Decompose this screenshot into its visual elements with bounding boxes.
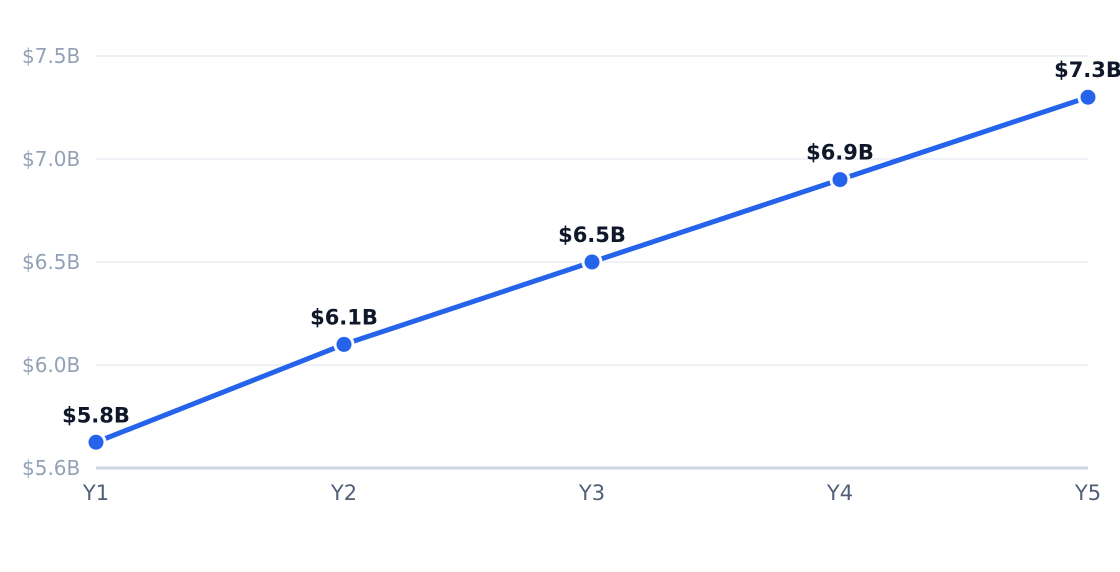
data-point[interactable] (85, 431, 107, 453)
x-axis: Y1 Y2 Y3 Y4 Y5 (82, 481, 1101, 505)
y-tick-label: $6.5B (22, 250, 80, 274)
data-point[interactable] (333, 333, 355, 355)
y-tick-label: $7.0B (22, 147, 80, 171)
y-tick-label: $7.5B (22, 44, 80, 68)
data-label: $7.3B (1054, 58, 1120, 82)
x-tick-label: Y1 (82, 481, 109, 505)
y-tick-label: $6.0B (22, 353, 80, 377)
data-point[interactable] (829, 169, 851, 191)
x-tick-label: Y4 (826, 481, 853, 505)
x-tick-label: Y2 (330, 481, 357, 505)
y-tick-label: $5.6B (22, 456, 80, 480)
y-axis: $5.6B $6.0B $6.5B $7.0B $7.5B (22, 44, 80, 480)
data-point[interactable] (1077, 86, 1099, 108)
data-label: $5.8B (62, 403, 130, 427)
x-tick-label: Y5 (1074, 481, 1101, 505)
data-label: $6.5B (558, 223, 626, 247)
series (85, 86, 1099, 453)
data-label: $6.9B (806, 141, 874, 165)
data-label: $6.1B (310, 305, 378, 329)
data-labels: $5.8B $6.1B $6.5B $6.9B $7.3B (62, 58, 1120, 427)
x-tick-label: Y3 (578, 481, 605, 505)
data-point[interactable] (581, 251, 603, 273)
